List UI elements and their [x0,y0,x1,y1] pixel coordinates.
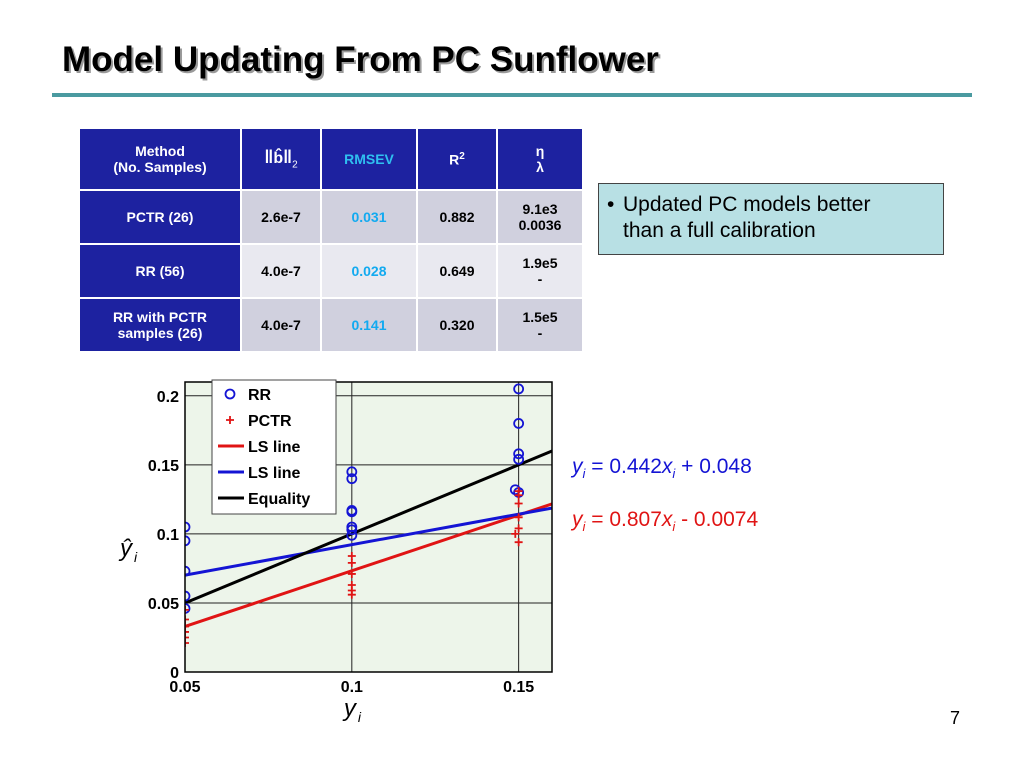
row-eta-lambda: 9.1e3 0.0036 [496,189,584,245]
data-point-rr [513,383,525,395]
table-row: RR with PCTR samples (26) 4.0e-7 0.141 0.… [78,297,584,353]
data-point-pctr [514,499,523,508]
slide-title: Model Updating From PC Sunflower [62,40,659,79]
table-header-row: Method (No. Samples) ‖b̂‖2 b RMSEV R2 ηλ [78,127,584,191]
equation-blue: yi = 0.442xi + 0.048 [572,455,752,482]
x-axis-label: y [342,695,358,722]
header-norm: ‖b̂‖2 b [240,127,322,191]
plot-content [185,383,552,647]
y-tick-label: 0.15 [148,458,179,475]
data-point-rr [513,418,525,429]
table-row: RR (56) 4.0e-7 0.028 0.649 1.9e5- [78,243,584,299]
data-point-pctr [185,622,189,631]
row-norm: 4.0e-7 [240,297,322,353]
y-axis-label-sub: i [134,549,138,565]
row-r2: 0.320 [416,297,498,353]
data-point-rr [185,603,191,614]
norm-symbol: ‖b̂‖2 [264,147,298,171]
data-point-rr [185,521,191,533]
data-point-pctr [347,552,356,560]
data-point-rr [346,473,358,485]
data-point-pctr [185,605,189,614]
x-tick-label: 0.1 [341,679,363,696]
row-rmsev: 0.141 [320,297,418,353]
y-tick-label: 0.1 [157,527,179,544]
equation-red: yi = 0.807xi - 0.0074 [572,508,759,535]
row-rmsev: 0.028 [320,243,418,299]
header-method: Method (No. Samples) [78,127,242,191]
row-r2: 0.649 [416,243,498,299]
data-point-pctr [185,639,189,647]
x-tick-label: 0.15 [503,679,534,696]
row-eta-lambda: 1.5e5- [496,297,584,353]
legend-marker-circle [224,388,236,400]
row-norm: 2.6e-7 [240,189,322,245]
data-point-pctr [185,633,189,642]
data-point-pctr [347,558,356,567]
data-point-rr [185,535,191,547]
data-point-rr [513,448,525,460]
data-point-rr [513,453,525,465]
note-bullet: • [607,193,615,216]
page-number: 7 [950,708,961,728]
legend-label: LS line [248,439,301,456]
y-tick-label: 0.05 [148,596,179,613]
note-text: Updated PC models better than a full cali… [623,193,871,242]
data-point-rr [346,466,358,478]
data-point-pctr [514,538,523,547]
series-line [185,506,552,577]
series-line [185,449,552,605]
results-table: Method (No. Samples) ‖b̂‖2 b RMSEV R2 ηλ… [78,127,584,353]
data-point-pctr [514,524,523,533]
legend-label: LS line [248,465,301,482]
data-point-pctr [347,569,356,578]
x-tick-label: 0.05 [169,679,200,696]
plot-frame [184,381,553,673]
data-point-rr [346,529,358,541]
row-rmsev: 0.031 [320,189,418,245]
row-r2: 0.882 [416,189,498,245]
y-axis-label: ŷ [118,535,134,562]
x-axis-label-sub: i [358,709,362,725]
row-method: RR (56) [78,243,242,299]
series-line [185,502,552,628]
header-rmsev: RMSEV [320,127,418,191]
data-point-rr [509,484,521,496]
data-point-rr [185,565,191,577]
legend-label: RR [248,387,272,404]
data-point-pctr [514,513,523,522]
legend-label: PCTR [248,413,292,430]
y-tick-label: 0 [170,665,179,682]
row-method: PCTR (26) [78,189,242,245]
data-point-rr [185,590,191,602]
data-point-pctr [511,529,520,538]
data-point-pctr [185,615,189,624]
table-row: PCTR (26) 2.6e-7 0.031 0.882 9.1e3 0.0036 [78,189,584,245]
title-underline [52,93,972,97]
data-point-pctr [185,627,189,636]
data-point-pctr [347,590,356,599]
note-box: • Updated PC models better than a full ca… [598,183,944,255]
legend-label: Equality [248,491,310,508]
data-point-rr [346,506,358,518]
data-point-pctr [514,491,523,500]
row-norm: 4.0e-7 [240,243,322,299]
y-tick-label: 0.2 [157,389,179,406]
row-eta-lambda: 1.9e5- [496,243,584,299]
data-point-rr [346,524,358,536]
legend-marker-plus [226,416,234,424]
row-method: RR with PCTR samples (26) [78,297,242,353]
header-r2: R2 [416,127,498,191]
